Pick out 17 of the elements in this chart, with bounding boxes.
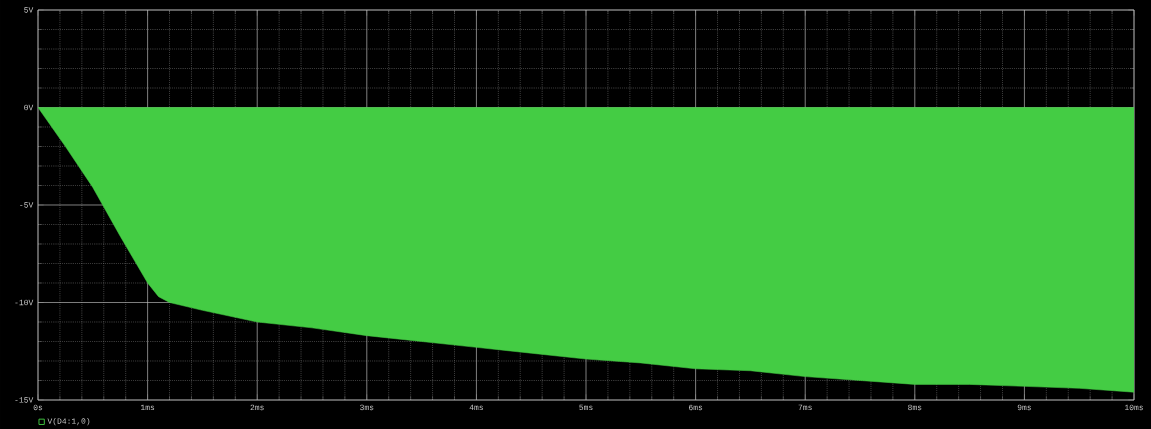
y-tick-label: 5V <box>24 7 34 13</box>
y-tick-label: 0V <box>24 104 34 111</box>
y-tick-label: -5V <box>20 202 34 208</box>
legend-label: V(D4:1,0) <box>47 417 90 426</box>
x-tick-label: 0s <box>33 404 43 411</box>
x-tick-label: 4ms <box>469 404 483 411</box>
x-tick-label: 7ms <box>798 404 812 411</box>
y-tick-label: -10V <box>15 299 34 306</box>
x-tick-label: 10ms <box>1125 404 1143 411</box>
x-tick-label: 2ms <box>250 404 264 411</box>
y-tick-label: -15V <box>15 397 34 403</box>
x-tick-label: 3ms <box>360 404 374 411</box>
x-tick-label: 8ms <box>908 404 922 411</box>
x-tick-label: 1ms <box>140 404 155 411</box>
x-tick-label: 6ms <box>688 404 703 411</box>
x-tick-label: 5ms <box>579 404 593 411</box>
x-tick-label: 9ms <box>1017 404 1031 411</box>
